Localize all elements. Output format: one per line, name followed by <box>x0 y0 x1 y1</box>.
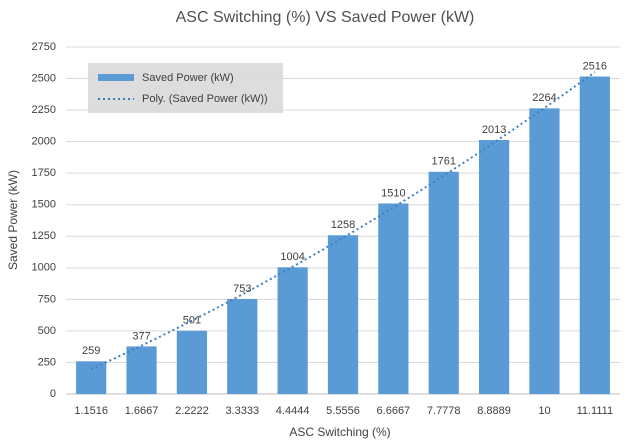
x-axis-title: ASC Switching (%) <box>289 425 390 439</box>
data-label: 2013 <box>482 124 506 136</box>
chart-title: ASC Switching (%) VS Saved Power (kW) <box>176 9 475 26</box>
y-tick-label: 2000 <box>32 136 56 148</box>
y-tick-label: 2750 <box>32 41 56 53</box>
legend-box <box>88 63 283 113</box>
x-tick-label: 2.2222 <box>175 405 209 417</box>
y-axis-title: Saved Power (kW) <box>6 170 20 270</box>
legend-swatch <box>98 74 134 81</box>
y-tick-label: 1250 <box>32 230 56 242</box>
y-tick-label: 500 <box>38 325 56 337</box>
data-label: 1258 <box>331 219 355 231</box>
bar <box>529 108 560 394</box>
data-label: 377 <box>132 330 150 342</box>
legend-label: Poly. (Saved Power (kW)) <box>142 93 268 105</box>
y-tick-label: 2500 <box>32 72 56 84</box>
x-tick-label: 8.8889 <box>477 405 511 417</box>
bar <box>176 330 208 394</box>
data-label: 259 <box>82 345 100 357</box>
bar <box>76 361 107 394</box>
bar <box>126 346 157 394</box>
x-tick-label: 1.6667 <box>125 405 159 417</box>
x-tick-label: 3.3333 <box>225 405 259 417</box>
bar <box>327 235 359 394</box>
y-tick-label: 250 <box>38 356 56 368</box>
data-label: 1004 <box>280 251 304 263</box>
y-tick-label: 1500 <box>32 199 56 211</box>
bar <box>227 298 258 394</box>
x-tick-label: 11.1111 <box>577 405 614 417</box>
y-tick-label: 1000 <box>32 262 56 274</box>
bar <box>277 267 308 394</box>
bar <box>378 203 409 394</box>
x-tick-label: 6.6667 <box>377 405 411 417</box>
data-label: 753 <box>233 283 251 295</box>
y-tick-label: 1750 <box>32 167 56 179</box>
bar <box>579 76 610 394</box>
y-tick-label: 0 <box>50 388 56 400</box>
x-tick-label: 10 <box>538 405 550 417</box>
x-tick-label: 7.7778 <box>427 405 461 417</box>
x-tick-label: 4.4444 <box>276 405 310 417</box>
y-tick-label: 750 <box>38 293 56 305</box>
bar <box>478 139 510 394</box>
legend-label: Saved Power (kW) <box>142 72 234 84</box>
data-label: 2264 <box>532 92 556 104</box>
data-label: 1761 <box>431 156 455 168</box>
x-tick-label: 5.5556 <box>326 405 360 417</box>
data-label: 2516 <box>583 60 607 72</box>
x-tick-label: 1.1516 <box>74 405 108 417</box>
data-label: 1510 <box>381 187 405 199</box>
bar <box>428 171 459 394</box>
y-tick-label: 2250 <box>32 104 56 116</box>
